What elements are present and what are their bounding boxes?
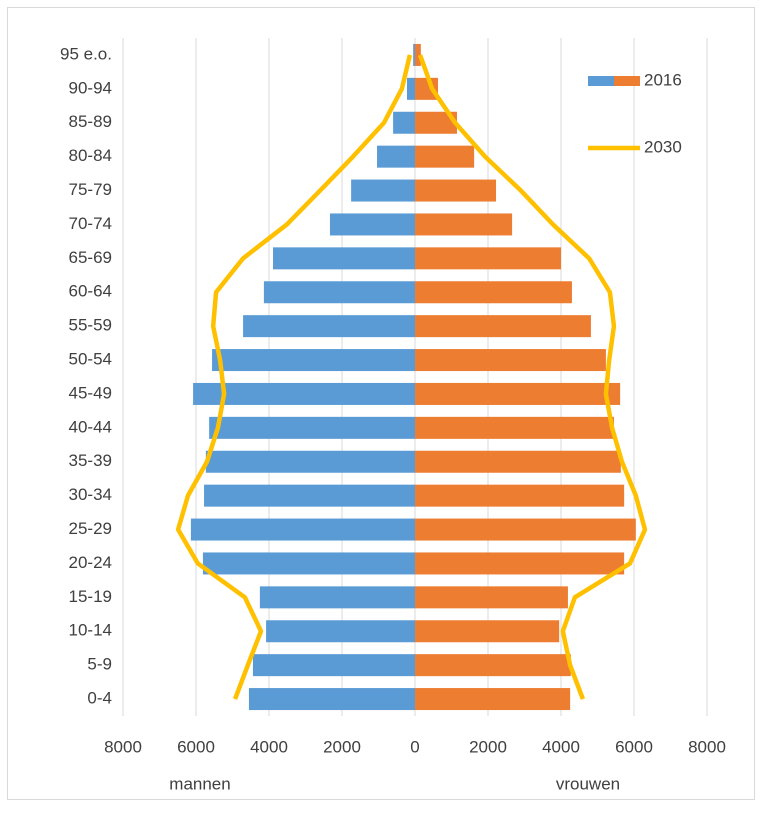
y-tick-label: 90-94 (69, 78, 112, 97)
y-tick-label: 25-29 (69, 519, 112, 538)
bar (393, 111, 415, 134)
y-tick-label: 85-89 (69, 112, 112, 131)
bar (415, 179, 497, 202)
bar (212, 349, 415, 372)
bar (415, 43, 421, 66)
bar (415, 620, 560, 643)
y-tick-label: 75-79 (69, 180, 112, 199)
y-tick-label: 55-59 (69, 316, 112, 335)
y-tick-label: 0-4 (87, 689, 112, 708)
line (417, 54, 648, 700)
x-tick-label: 4000 (250, 737, 288, 756)
group-label: mannen (169, 774, 230, 793)
legend-swatch (588, 76, 614, 86)
bar (415, 654, 571, 677)
y-tick-label: 30-34 (69, 485, 112, 504)
y-tick-label: 20-24 (69, 553, 112, 572)
y-tick-label: 60-64 (69, 282, 112, 301)
bar (415, 552, 625, 575)
bar (351, 179, 415, 202)
y-tick-label: 15-19 (69, 587, 112, 606)
bar (202, 552, 415, 575)
x-tick-label: 6000 (177, 737, 215, 756)
x-tick-label: 4000 (542, 737, 580, 756)
bar (205, 450, 415, 473)
bar (415, 450, 621, 473)
bar (204, 484, 415, 507)
bar (273, 247, 415, 270)
bar (413, 43, 415, 66)
bar (415, 213, 513, 236)
bar (415, 416, 614, 439)
bar (415, 145, 475, 168)
bar (209, 416, 415, 439)
bar (243, 315, 415, 338)
bar (266, 620, 415, 643)
y-tick-label: 5-9 (87, 655, 112, 674)
bar (193, 382, 415, 405)
bar (415, 315, 591, 338)
x-tick-label: 2000 (469, 737, 507, 756)
bar (415, 518, 636, 541)
bar (415, 688, 571, 711)
bar (406, 77, 415, 100)
bar (190, 518, 415, 541)
y-tick-label: 45-49 (69, 383, 112, 402)
bar (415, 111, 457, 134)
y-tick-label: 50-54 (69, 350, 112, 369)
bar (377, 145, 415, 168)
legend-label: 2030 (644, 137, 682, 156)
y-tick-label: 40-44 (69, 417, 112, 436)
bar (259, 586, 415, 609)
y-tick-label: 80-84 (69, 146, 112, 165)
x-tick-label: 0 (410, 737, 419, 756)
x-tick-label: 8000 (688, 737, 726, 756)
y-tick-label: 95 e.o. (60, 44, 112, 63)
bar (252, 654, 415, 677)
x-tick-label: 2000 (323, 737, 361, 756)
bar (329, 213, 415, 236)
bar (248, 688, 415, 711)
bar (415, 247, 561, 270)
legend-label: 2016 (644, 70, 682, 89)
bar (415, 382, 621, 405)
bar (415, 586, 568, 609)
y-tick-label: 10-14 (69, 621, 112, 640)
bar (415, 349, 606, 372)
group-label: vrouwen (556, 774, 620, 793)
y-tick-label: 35-39 (69, 451, 112, 470)
y-tick-label: 65-69 (69, 248, 112, 267)
line (175, 54, 413, 700)
bar (415, 484, 625, 507)
bar (263, 281, 415, 304)
bar (415, 281, 572, 304)
legend-swatch (614, 76, 640, 86)
x-tick-label: 6000 (615, 737, 653, 756)
y-tick-label: 70-74 (69, 214, 112, 233)
x-tick-label: 8000 (104, 737, 142, 756)
